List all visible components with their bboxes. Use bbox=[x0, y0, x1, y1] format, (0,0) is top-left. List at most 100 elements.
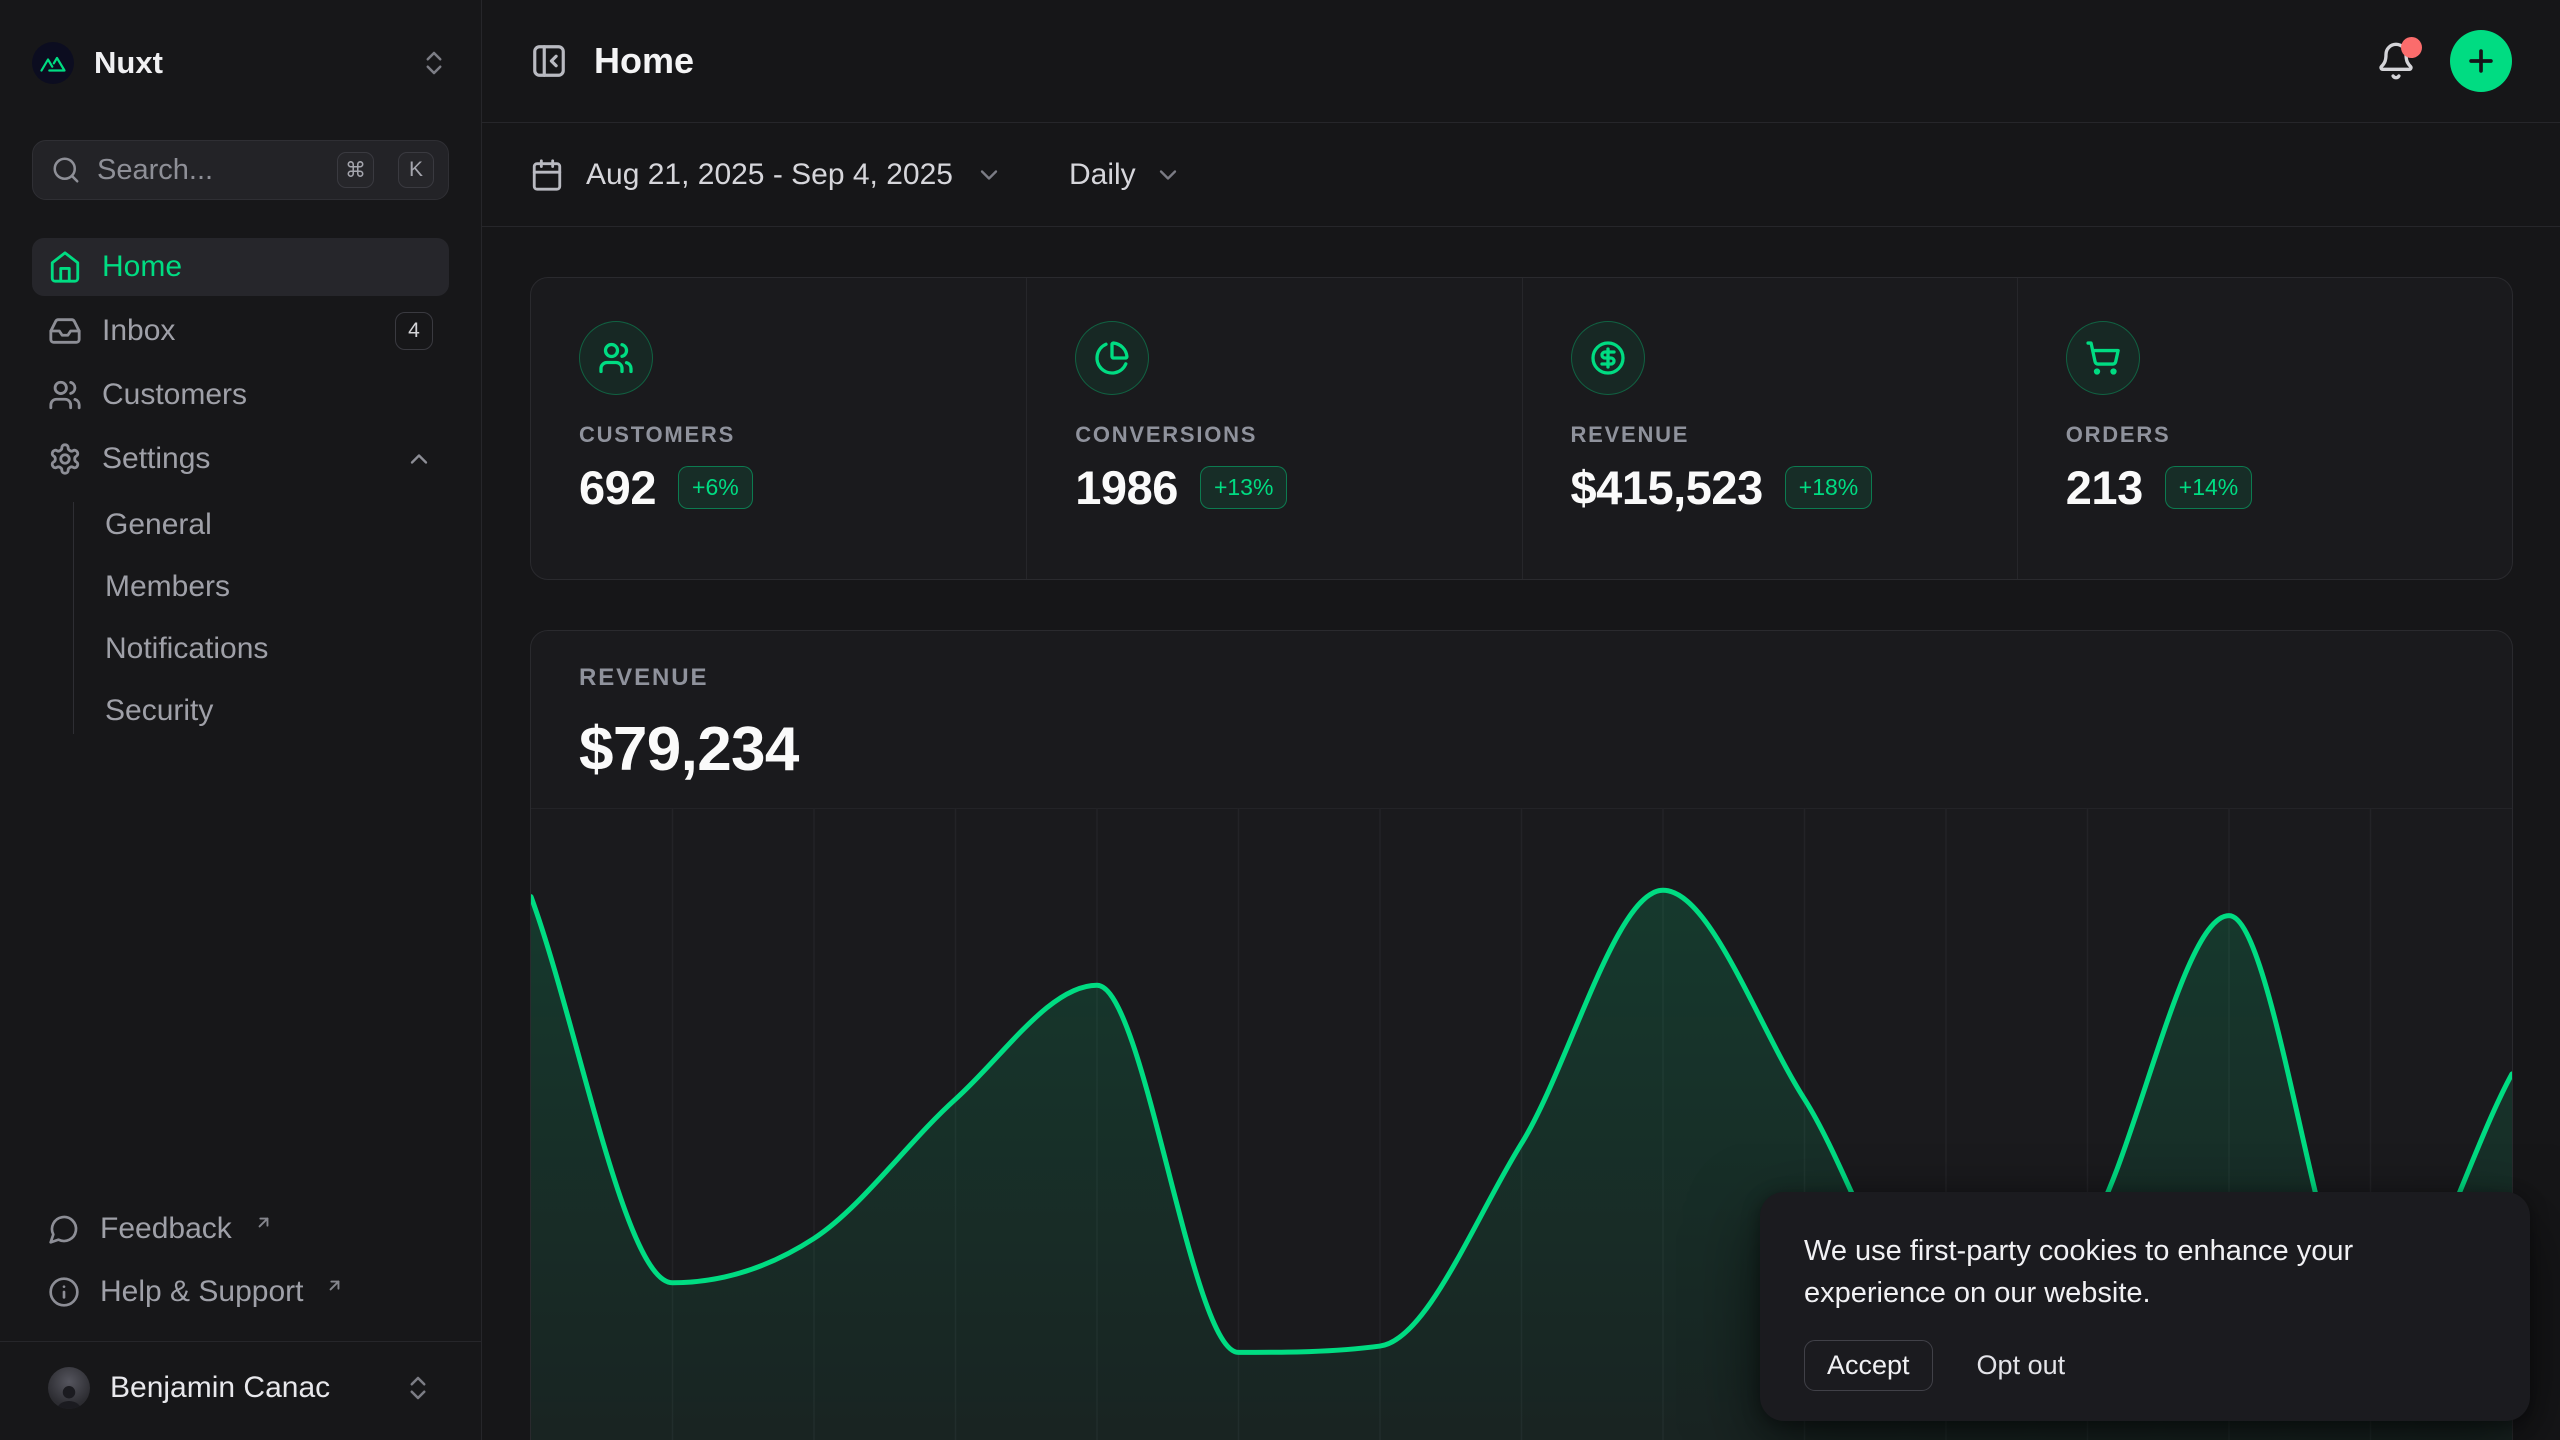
users-icon bbox=[579, 321, 653, 395]
avatar bbox=[48, 1367, 90, 1409]
sidebar-item-customers[interactable]: Customers bbox=[32, 366, 449, 424]
sidebar-item-settings[interactable]: Settings bbox=[32, 430, 449, 488]
sidebar-item-label: Security bbox=[105, 694, 214, 727]
stat-revenue[interactable]: REVENUE $415,523 +18% bbox=[1521, 278, 2017, 579]
stat-label: ORDERS bbox=[2065, 422, 2171, 447]
kbd-k: K bbox=[398, 152, 434, 188]
notifications-button[interactable] bbox=[2376, 37, 2422, 81]
nuxt-logo-icon bbox=[32, 42, 74, 84]
revenue-chart-header: REVENUE $79,234 bbox=[531, 631, 2512, 785]
pie-chart-icon bbox=[1075, 321, 1150, 395]
workspace-name: Nuxt bbox=[94, 45, 163, 80]
gear-icon bbox=[48, 442, 82, 476]
search-input[interactable] bbox=[97, 153, 321, 187]
accept-cookies-button[interactable]: Accept bbox=[1804, 1340, 1933, 1391]
page-title: Home bbox=[594, 40, 695, 81]
sidebar-item-label: General bbox=[105, 508, 212, 541]
header-actions bbox=[2376, 30, 2512, 92]
stat-orders[interactable]: ORDERS 213 +14% bbox=[2016, 278, 2512, 579]
calendar-icon bbox=[530, 158, 564, 192]
sidebar-item-label: Members bbox=[105, 570, 231, 603]
stat-value: $415,523 bbox=[1570, 461, 1764, 514]
stat-value: 213 bbox=[2065, 461, 2143, 514]
sidebar-item-notifications[interactable]: Notifications bbox=[73, 618, 449, 680]
settings-subnav: General Members Notifications Security bbox=[73, 494, 449, 742]
external-link-icon bbox=[254, 1213, 273, 1232]
stat-delta-badge: +13% bbox=[1199, 466, 1288, 509]
chevron-down-icon bbox=[975, 161, 1003, 189]
sidebar-spacer bbox=[32, 742, 449, 1200]
stat-customers[interactable]: CUSTOMERS 692 +6% bbox=[531, 278, 1026, 579]
main-panel: Home Aug 21, 2025 - Sep 4, 2025 bbox=[482, 0, 2560, 1440]
search-icon bbox=[51, 155, 81, 185]
inbox-icon bbox=[48, 314, 82, 348]
stat-label: REVENUE bbox=[1570, 422, 1690, 447]
sidebar-item-label: Help & Support bbox=[100, 1275, 304, 1308]
sidebar-footer-nav: Feedback Help & Support bbox=[32, 1200, 449, 1321]
chat-bubble-icon bbox=[48, 1213, 80, 1245]
stat-conversions[interactable]: CONVERSIONS 1986 +13% bbox=[1026, 278, 1521, 579]
stat-delta-badge: +14% bbox=[2164, 466, 2253, 509]
sidebar-item-help-support[interactable]: Help & Support bbox=[32, 1263, 449, 1321]
unfold-icon bbox=[419, 48, 449, 78]
opt-out-button[interactable]: Opt out bbox=[1976, 1350, 2066, 1380]
user-name: Benjamin Canac bbox=[110, 1371, 331, 1404]
plus-icon bbox=[2464, 44, 2498, 78]
unfold-icon bbox=[403, 1373, 433, 1403]
add-button[interactable] bbox=[2450, 30, 2512, 92]
sidebar-item-label: Feedback bbox=[100, 1212, 232, 1245]
panel-left-close-icon bbox=[530, 42, 568, 80]
stat-delta-badge: +18% bbox=[1784, 466, 1873, 509]
sidebar-item-home[interactable]: Home bbox=[32, 238, 449, 296]
chevron-up-icon bbox=[405, 445, 433, 473]
revenue-chart-card: REVENUE $79,234 bbox=[530, 630, 2513, 1440]
info-circle-icon bbox=[48, 1276, 80, 1308]
sidebar-divider bbox=[0, 1341, 481, 1342]
sidebar-item-label: Inbox bbox=[102, 314, 176, 347]
filters-toolbar: Aug 21, 2025 - Sep 4, 2025 Daily bbox=[482, 123, 2560, 227]
users-icon bbox=[48, 378, 82, 412]
user-menu[interactable]: Benjamin Canac bbox=[32, 1356, 449, 1420]
sidebar-item-feedback[interactable]: Feedback bbox=[32, 1200, 449, 1258]
stats-card: CUSTOMERS 692 +6% CONVERSIONS 1986 +13% bbox=[530, 277, 2513, 580]
granularity-label: Daily bbox=[1068, 157, 1136, 191]
sidebar-item-label: Home bbox=[102, 250, 183, 283]
cookie-banner: We use first-party cookies to enhance yo… bbox=[1760, 1192, 2530, 1421]
stat-label: CONVERSIONS bbox=[1075, 422, 1258, 447]
workspace-switcher[interactable]: Nuxt bbox=[32, 34, 449, 92]
sidebar-item-inbox[interactable]: Inbox 4 bbox=[32, 302, 449, 360]
sidebar-item-label: Settings bbox=[102, 442, 211, 475]
collapse-sidebar-button[interactable] bbox=[530, 42, 568, 80]
chart-series-line bbox=[531, 887, 2512, 1355]
chevron-down-icon bbox=[1154, 161, 1182, 189]
date-range-label: Aug 21, 2025 - Sep 4, 2025 bbox=[586, 157, 953, 191]
granularity-select[interactable]: Daily bbox=[1069, 158, 1182, 192]
inbox-count-badge: 4 bbox=[395, 312, 433, 350]
sidebar: Nuxt ⌘ K Home Inbox 4 bbox=[0, 0, 482, 1440]
dashboard-content: CUSTOMERS 692 +6% CONVERSIONS 1986 +13% bbox=[482, 227, 2560, 1440]
house-icon bbox=[48, 250, 82, 284]
revenue-chart-label: REVENUE bbox=[579, 664, 709, 691]
sidebar-item-members[interactable]: Members bbox=[73, 556, 449, 618]
notification-dot bbox=[2401, 37, 2422, 58]
kbd-cmd: ⌘ bbox=[337, 152, 374, 188]
page-header: Home bbox=[482, 0, 2560, 123]
sidebar-item-label: Customers bbox=[102, 378, 248, 411]
sidebar-item-general[interactable]: General bbox=[73, 494, 449, 556]
search-input-wrapper[interactable]: ⌘ K bbox=[32, 140, 449, 200]
dollar-circle-icon bbox=[1570, 321, 1645, 395]
date-range-picker[interactable]: Aug 21, 2025 - Sep 4, 2025 bbox=[530, 158, 1003, 192]
stat-value: 1986 bbox=[1075, 461, 1178, 514]
cookie-actions: Accept Opt out bbox=[1804, 1340, 2486, 1391]
external-link-icon bbox=[325, 1276, 344, 1295]
cart-icon bbox=[2065, 321, 2140, 395]
revenue-chart-value: $79,234 bbox=[579, 715, 799, 784]
sidebar-item-security[interactable]: Security bbox=[73, 680, 449, 742]
stat-value: 692 bbox=[579, 461, 657, 514]
stat-delta-badge: +6% bbox=[678, 466, 753, 509]
sidebar-item-label: Notifications bbox=[105, 632, 269, 665]
stat-label: CUSTOMERS bbox=[579, 422, 736, 447]
sidebar-nav: Home Inbox 4 Customers Settings Ge bbox=[32, 238, 449, 742]
cookie-message: We use first-party cookies to enhance yo… bbox=[1804, 1235, 2354, 1309]
